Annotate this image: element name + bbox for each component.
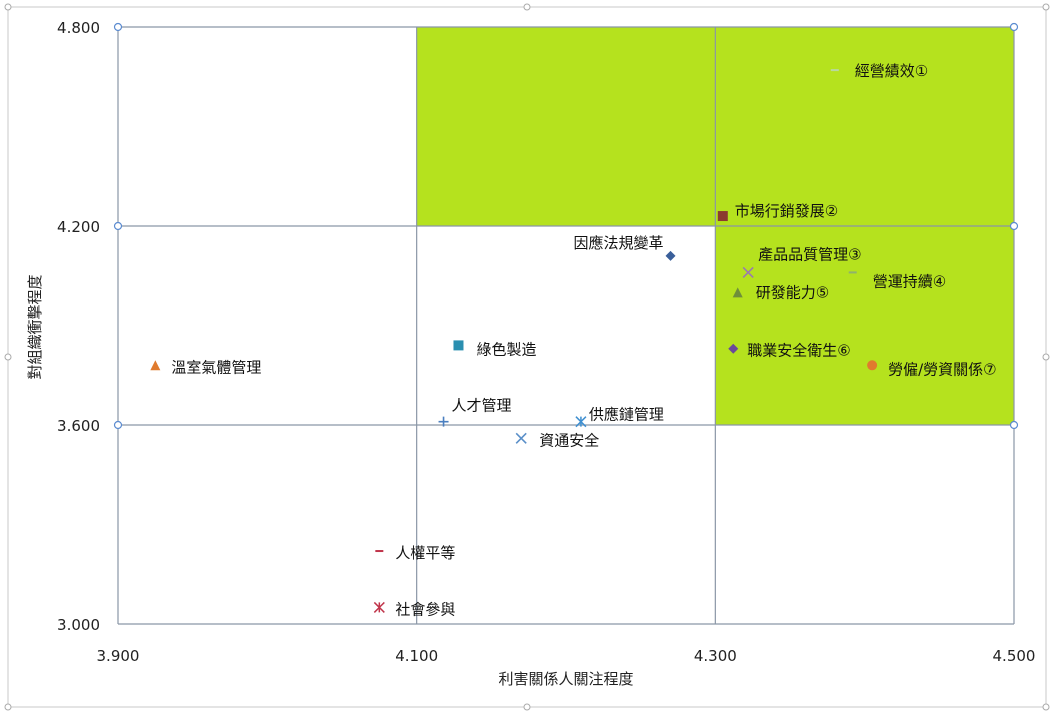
x-tick-label: 4.500: [993, 647, 1036, 665]
x-axis-title: 利害關係人關注程度: [498, 670, 633, 688]
data-point: [438, 416, 449, 427]
data-point: [742, 266, 754, 278]
y-tick-label: 3.000: [57, 616, 100, 634]
highlight-region: [416, 27, 716, 226]
data-point: [150, 360, 161, 371]
chart-handle: [1042, 353, 1050, 361]
y-axis-title: 對組織衝擊程度: [26, 274, 44, 379]
grid-handle: [113, 221, 123, 231]
data-point: [867, 360, 878, 371]
grid-handle: [1009, 221, 1019, 231]
point-label: 社會參與: [395, 600, 455, 618]
data-point: [728, 343, 739, 354]
point-label: 產品品質管理③: [758, 245, 861, 263]
point-label: 市場行銷發展②: [735, 202, 838, 220]
chart-handle: [1042, 703, 1050, 711]
point-label: 營運持續④: [873, 272, 946, 290]
point-label: 資通安全: [539, 431, 599, 449]
point-label: 研發能力⑤: [756, 283, 829, 301]
data-point: [717, 211, 728, 222]
grid-handle: [1009, 420, 1019, 430]
point-label: 經營績效①: [855, 62, 928, 80]
point-label: 供應鏈管理: [589, 406, 664, 424]
data-point: [373, 601, 385, 613]
grid-handle: [113, 420, 123, 430]
chart-handle: [4, 3, 12, 11]
grid-handle: [113, 22, 123, 32]
data-point: [665, 250, 676, 261]
point-label: 勞僱/勞資關係⑦: [888, 360, 997, 378]
point-label: 綠色製造: [476, 340, 536, 358]
chart-handle: [1042, 3, 1050, 11]
point-label: 人才管理: [452, 397, 512, 415]
data-point: [453, 340, 464, 351]
chart-handle: [4, 353, 12, 361]
point-label: 人權平等: [395, 544, 455, 562]
chart-handle: [523, 3, 531, 11]
x-tick-label: 3.900: [97, 647, 140, 665]
data-point: [575, 416, 587, 428]
grid-handle: [1009, 22, 1019, 32]
x-tick-label: 4.300: [694, 647, 737, 665]
y-tick-label: 4.200: [57, 218, 100, 236]
data-point: [732, 287, 743, 298]
data-point: [515, 432, 527, 444]
point-label: 因應法規變革: [574, 234, 664, 252]
y-tick-label: 4.800: [57, 19, 100, 37]
chart-handle: [523, 703, 531, 711]
point-label: 職業安全衛生⑥: [747, 342, 850, 360]
chart-handle: [4, 703, 12, 711]
y-tick-label: 3.600: [57, 417, 100, 435]
x-tick-label: 4.100: [395, 647, 438, 665]
point-label: 溫室氣體管理: [171, 358, 261, 376]
